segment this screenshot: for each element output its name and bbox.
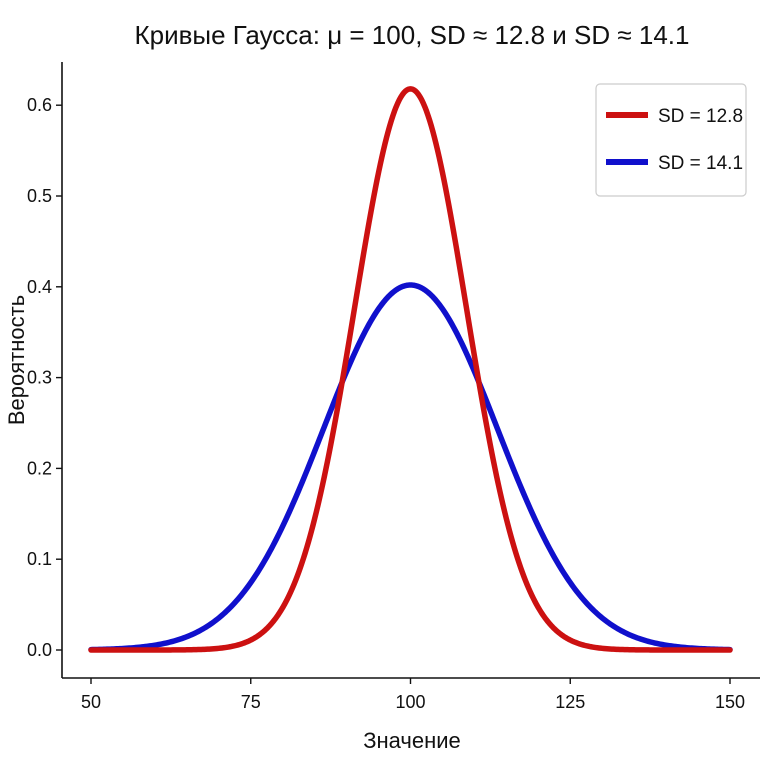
x-tick-label: 50	[81, 692, 101, 712]
plot-lines	[88, 86, 733, 653]
y-tick-label: 0.0	[27, 640, 52, 660]
y-tick-label: 0.5	[27, 186, 52, 206]
y-tick-label: 0.6	[27, 95, 52, 115]
axes: 50 75 100 125 150 0.0 0.1 0.2 0.3 0.4 0.5 0.6	[27, 62, 760, 712]
x-tick-label: 150	[715, 692, 745, 712]
y-axis-title: Вероятность	[4, 295, 29, 425]
legend-label-sd-12-8: SD = 12.8	[658, 106, 743, 127]
x-tick-label: 125	[555, 692, 585, 712]
y-tick-label: 0.3	[27, 368, 52, 388]
x-tick-label: 75	[241, 692, 261, 712]
y-tick-label: 0.2	[27, 458, 52, 478]
x-axis-title: Значение	[363, 728, 461, 753]
legend-label-sd-14-1: SD = 14.1	[658, 153, 743, 174]
y-tick-label: 0.4	[27, 277, 52, 297]
series-line-sd-14-1	[88, 282, 733, 653]
y-tick-label: 0.1	[27, 549, 52, 569]
legend-box	[595, 83, 747, 197]
legend: SD = 12.8 SD = 14.1	[595, 83, 747, 197]
series-line-sd-12-8	[88, 86, 733, 653]
chart-title: Кривые Гаусса: μ = 100, SD ≈ 12.8 и SD ≈…	[134, 20, 689, 50]
x-tick-label: 100	[395, 692, 425, 712]
